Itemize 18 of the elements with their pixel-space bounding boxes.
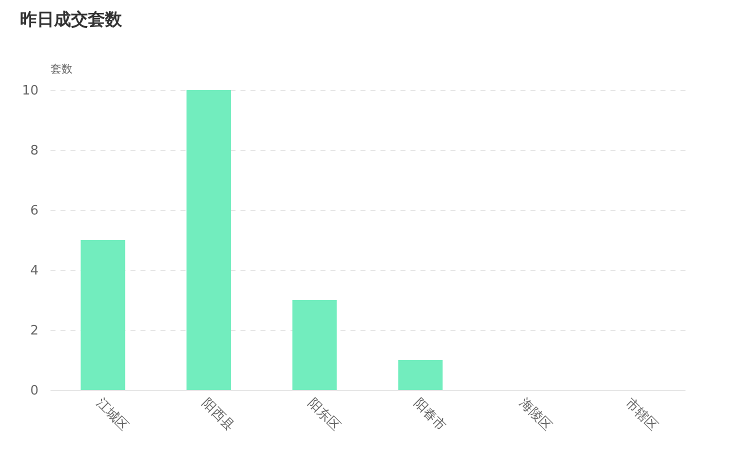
x-tick-label: 阳春市 <box>410 396 449 434</box>
y-tick-label: 2 <box>30 324 38 338</box>
bar <box>186 90 231 390</box>
x-tick-label: 江城区 <box>93 396 132 434</box>
y-tick-label: 10 <box>22 84 38 98</box>
y-tick-label: 6 <box>30 204 38 218</box>
bar <box>398 360 443 390</box>
x-tick-label: 阳西县 <box>198 396 238 434</box>
y-tick-label: 0 <box>30 384 38 398</box>
bar <box>80 240 126 390</box>
bar <box>292 300 337 390</box>
x-tick-label: 市辖区 <box>622 396 660 434</box>
x-tick-label: 海陵区 <box>516 396 555 434</box>
y-axis-title: 套数 <box>50 62 72 76</box>
y-tick-label: 8 <box>30 144 38 158</box>
y-tick-label: 4 <box>30 264 38 278</box>
chart-title: 昨日成交套数 <box>20 10 123 30</box>
x-tick-label: 阳东区 <box>304 396 343 434</box>
